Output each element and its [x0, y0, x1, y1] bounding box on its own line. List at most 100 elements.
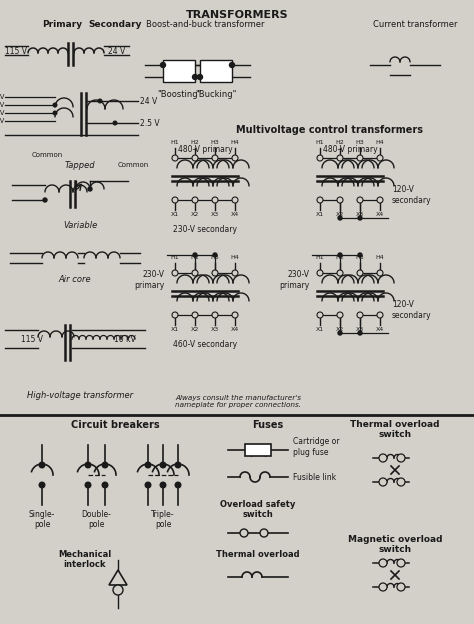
- Circle shape: [338, 216, 342, 220]
- Text: X1: X1: [171, 212, 179, 217]
- Text: Overload safety
switch: Overload safety switch: [220, 500, 296, 519]
- Circle shape: [260, 529, 268, 537]
- Circle shape: [193, 253, 197, 257]
- Text: 480-V primary: 480-V primary: [178, 145, 232, 154]
- Circle shape: [358, 216, 362, 220]
- Circle shape: [172, 312, 178, 318]
- Text: Fusible link: Fusible link: [293, 472, 336, 482]
- Circle shape: [358, 253, 362, 257]
- Text: X2: X2: [191, 327, 199, 332]
- Text: H4: H4: [375, 255, 384, 260]
- Text: Triple-
pole: Triple- pole: [151, 510, 175, 529]
- Text: X1: X1: [171, 327, 179, 332]
- Text: Current transformer: Current transformer: [373, 20, 457, 29]
- Circle shape: [317, 197, 323, 203]
- Text: H3: H3: [210, 255, 219, 260]
- Text: 10 kV: 10 kV: [114, 336, 136, 344]
- Text: H2: H2: [191, 140, 200, 145]
- Circle shape: [232, 155, 238, 161]
- Circle shape: [232, 270, 238, 276]
- Text: Mechanical
interlock: Mechanical interlock: [58, 550, 111, 569]
- Circle shape: [212, 155, 218, 161]
- Circle shape: [160, 482, 166, 488]
- Circle shape: [357, 312, 363, 318]
- Circle shape: [338, 331, 342, 335]
- Circle shape: [172, 197, 178, 203]
- Text: Common: Common: [118, 162, 149, 168]
- Text: 120 V: 120 V: [0, 118, 4, 124]
- Text: 460 V: 460 V: [0, 94, 4, 100]
- Circle shape: [357, 270, 363, 276]
- Text: Circuit breakers: Circuit breakers: [71, 420, 159, 430]
- Circle shape: [337, 197, 343, 203]
- Text: H3: H3: [356, 140, 365, 145]
- Text: Multivoltage control transformers: Multivoltage control transformers: [237, 125, 423, 135]
- Circle shape: [379, 583, 387, 591]
- Circle shape: [377, 270, 383, 276]
- Circle shape: [43, 198, 47, 202]
- Text: Variable: Variable: [63, 220, 97, 230]
- Circle shape: [175, 462, 181, 468]
- Text: Magnetic overload
switch: Magnetic overload switch: [348, 535, 442, 554]
- Text: 460-V secondary: 460-V secondary: [173, 340, 237, 349]
- Text: High-voltage transformer: High-voltage transformer: [27, 391, 133, 399]
- Text: X3: X3: [211, 327, 219, 332]
- Circle shape: [53, 103, 57, 107]
- Circle shape: [213, 253, 217, 257]
- Circle shape: [85, 482, 91, 488]
- Text: H4: H4: [231, 255, 239, 260]
- Text: Thermal overload: Thermal overload: [216, 550, 300, 559]
- Circle shape: [192, 74, 198, 79]
- Text: Cartridge or
plug fuse: Cartridge or plug fuse: [293, 437, 339, 457]
- Text: 230-V secondary: 230-V secondary: [173, 225, 237, 234]
- Text: Secondary: Secondary: [88, 20, 142, 29]
- Circle shape: [397, 559, 405, 567]
- Text: X4: X4: [376, 212, 384, 217]
- Circle shape: [212, 197, 218, 203]
- Text: 120-V
secondary: 120-V secondary: [392, 300, 432, 319]
- Circle shape: [88, 187, 92, 191]
- Circle shape: [192, 312, 198, 318]
- Text: 230-V
primary: 230-V primary: [280, 270, 310, 290]
- Text: "Boosting": "Boosting": [157, 90, 201, 99]
- Circle shape: [85, 462, 91, 468]
- Circle shape: [229, 62, 235, 67]
- Text: H4: H4: [231, 140, 239, 145]
- Text: 24 V: 24 V: [140, 97, 157, 105]
- Text: 115 V: 115 V: [5, 47, 27, 56]
- Circle shape: [160, 462, 166, 468]
- Text: Fuses: Fuses: [252, 420, 283, 430]
- Circle shape: [377, 312, 383, 318]
- Text: X4: X4: [231, 327, 239, 332]
- Text: 480-V primary: 480-V primary: [323, 145, 377, 154]
- Circle shape: [232, 197, 238, 203]
- FancyBboxPatch shape: [245, 444, 271, 456]
- Circle shape: [337, 270, 343, 276]
- Circle shape: [39, 482, 45, 488]
- Circle shape: [317, 270, 323, 276]
- Text: Air core: Air core: [59, 276, 91, 285]
- Text: H2: H2: [191, 255, 200, 260]
- Text: X2: X2: [336, 212, 344, 217]
- Circle shape: [39, 462, 45, 468]
- Circle shape: [113, 585, 123, 595]
- Text: X4: X4: [376, 327, 384, 332]
- Circle shape: [145, 482, 151, 488]
- Text: 2.5 V: 2.5 V: [140, 119, 160, 127]
- Text: X3: X3: [211, 212, 219, 217]
- Text: X2: X2: [336, 327, 344, 332]
- FancyBboxPatch shape: [163, 60, 195, 82]
- Circle shape: [357, 197, 363, 203]
- Circle shape: [161, 62, 165, 67]
- Circle shape: [172, 270, 178, 276]
- Circle shape: [377, 155, 383, 161]
- Text: X4: X4: [231, 212, 239, 217]
- Circle shape: [240, 529, 248, 537]
- Text: H4: H4: [375, 140, 384, 145]
- Circle shape: [192, 155, 198, 161]
- Text: H3: H3: [210, 140, 219, 145]
- Circle shape: [192, 270, 198, 276]
- Circle shape: [172, 155, 178, 161]
- Text: 115 V: 115 V: [21, 336, 43, 344]
- Text: X1: X1: [316, 212, 324, 217]
